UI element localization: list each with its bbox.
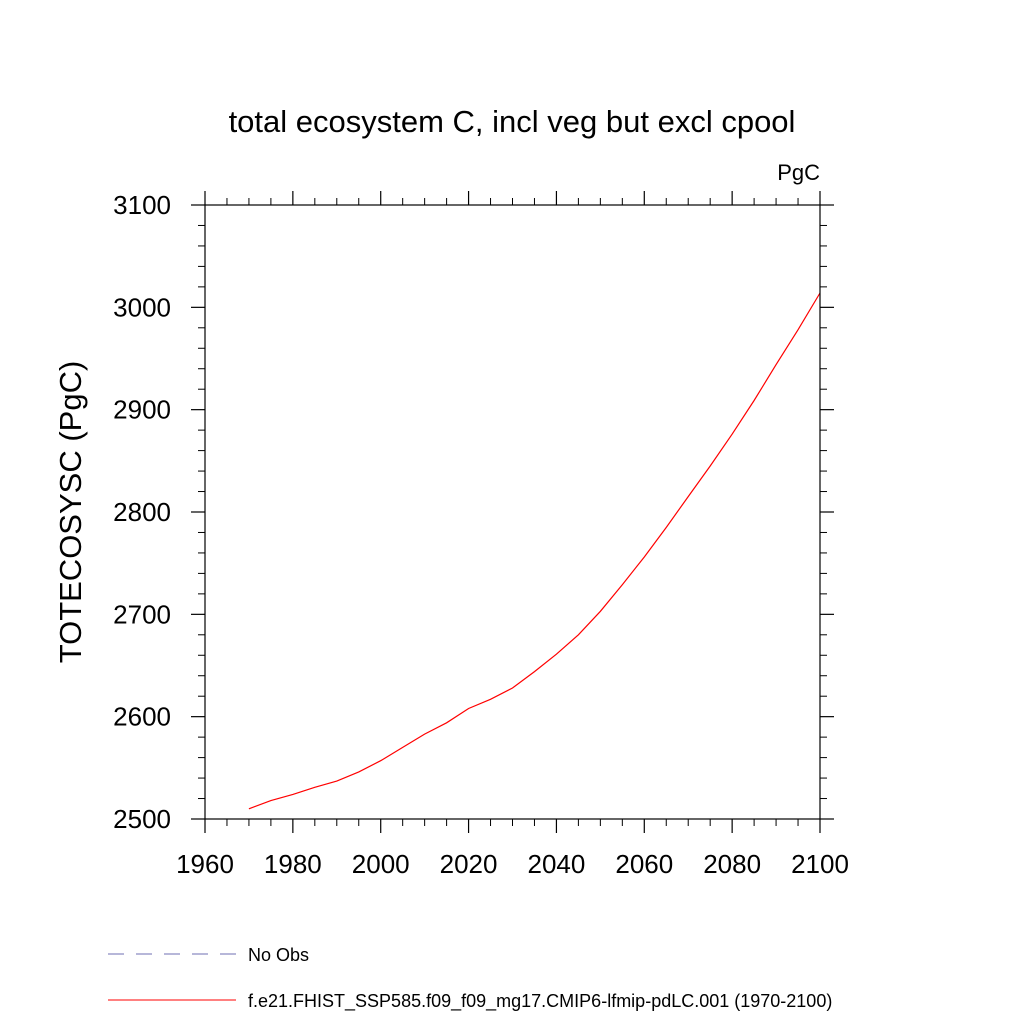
y-axis-label: TOTECOSYSC (PgC) xyxy=(53,361,88,664)
x-tick-label: 1980 xyxy=(264,849,322,879)
y-tick-label: 2500 xyxy=(113,804,171,834)
x-tick-label: 2020 xyxy=(440,849,498,879)
y-tick-label: 2600 xyxy=(113,702,171,732)
units-label: PgC xyxy=(777,160,820,185)
legend: No Obs f.e21.FHIST_SSP585.f09_f09_mg17.CM… xyxy=(108,945,832,1012)
minor-ticks xyxy=(198,198,827,826)
y-tick-label: 2800 xyxy=(113,497,171,527)
y-tick-label: 2900 xyxy=(113,395,171,425)
y-tick-labels: 2500 2600 2700 2800 2900 3000 3100 xyxy=(113,190,171,834)
x-tick-label: 2080 xyxy=(703,849,761,879)
x-tick-label: 1960 xyxy=(176,849,234,879)
y-tick-label: 3100 xyxy=(113,190,171,220)
chart-title: total ecosystem C, incl veg but excl cpo… xyxy=(229,104,796,139)
series-line xyxy=(248,292,821,810)
legend-label: No Obs xyxy=(248,945,309,965)
x-tick-label: 2040 xyxy=(528,849,586,879)
plot-frame xyxy=(204,204,821,820)
x-tick-labels: 1960 1980 2000 2020 2040 2060 2080 2100 xyxy=(176,849,849,879)
x-tick-label: 2060 xyxy=(615,849,673,879)
series-group xyxy=(248,292,821,810)
y-tick-label: 2700 xyxy=(113,599,171,629)
y-tick-label: 3000 xyxy=(113,292,171,322)
x-tick-label: 2000 xyxy=(352,849,410,879)
legend-label: f.e21.FHIST_SSP585.f09_f09_mg17.CMIP6-lf… xyxy=(248,991,832,1012)
x-tick-label: 2100 xyxy=(791,849,849,879)
major-ticks xyxy=(191,191,834,833)
